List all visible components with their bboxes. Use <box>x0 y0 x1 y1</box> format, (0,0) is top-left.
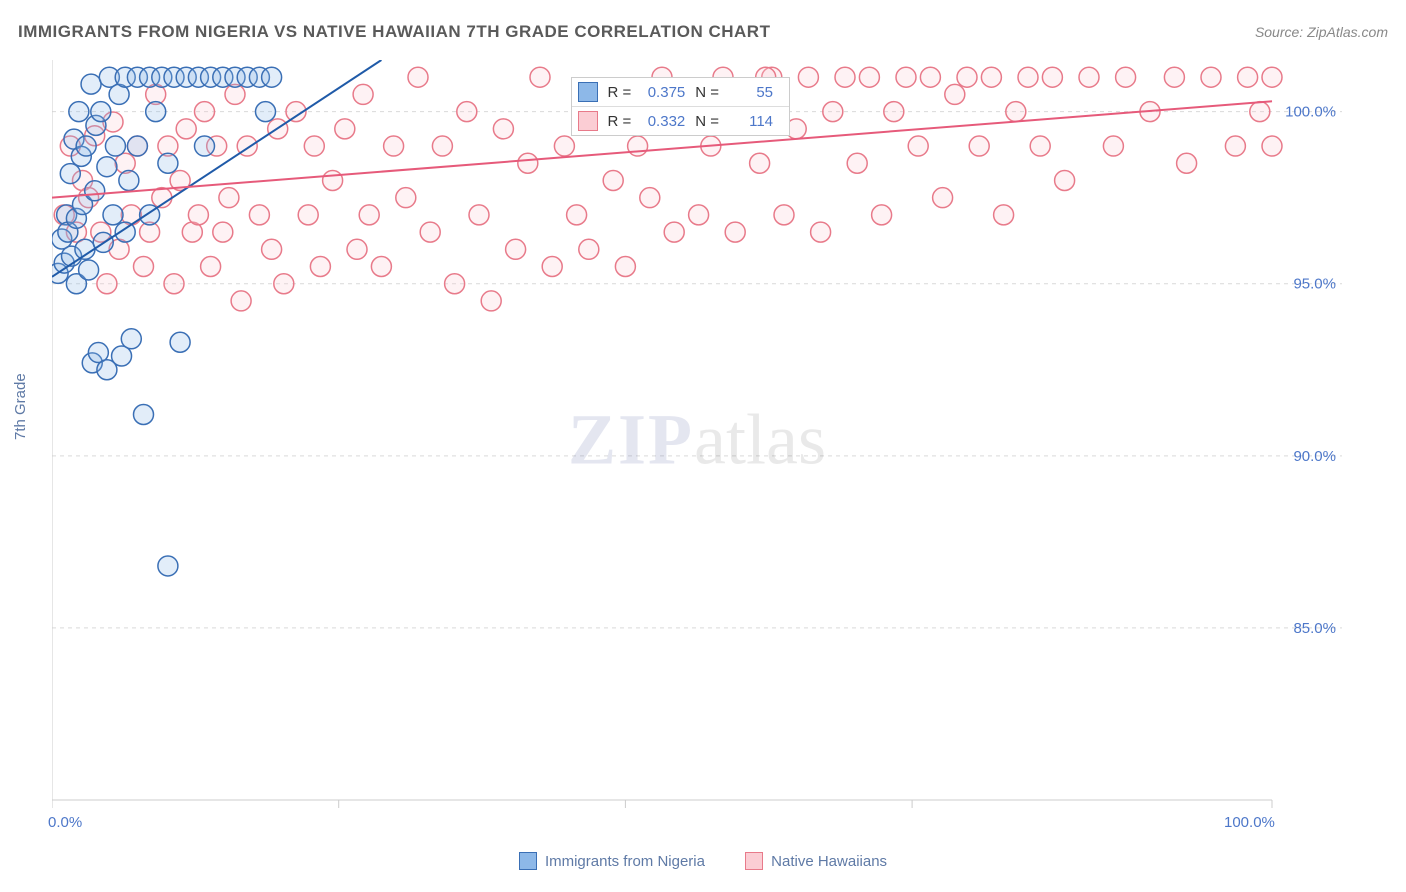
svg-text:100.0%: 100.0% <box>1285 104 1336 121</box>
legend-stat-swatch <box>578 82 598 102</box>
r-label: R = <box>608 113 632 130</box>
r-label: R = <box>608 84 632 101</box>
chart-plot-area: 85.0%90.0%95.0%100.0% ZIPatlas R =0.375N… <box>52 60 1342 820</box>
n-label: N = <box>695 84 719 101</box>
legend-item-hawaiian: Native Hawaiians <box>745 852 887 870</box>
series-legend: Immigrants from Nigeria Native Hawaiians <box>0 852 1406 874</box>
r-value: 0.375 <box>641 84 685 101</box>
n-label: N = <box>695 113 719 130</box>
r-value: 0.332 <box>641 113 685 130</box>
legend-stat-row: R = 0.332 N = 114 <box>572 107 790 135</box>
legend-label-hawaiian: Native Hawaiians <box>771 853 887 870</box>
source-attribution: Source: ZipAtlas.com <box>1255 24 1388 40</box>
chart-title: IMMIGRANTS FROM NIGERIA VS NATIVE HAWAII… <box>18 22 770 42</box>
svg-text:95.0%: 95.0% <box>1293 276 1336 293</box>
svg-text:85.0%: 85.0% <box>1293 620 1336 637</box>
legend-stat-row: R = 0.375 N = 55 <box>572 78 790 107</box>
scatter-svg: 85.0% 90.0% 95.0% 100.0% <box>52 60 1342 820</box>
x-tick-max: 100.0% <box>1224 814 1275 831</box>
legend-label-nigeria: Immigrants from Nigeria <box>545 853 705 870</box>
legend-swatch-hawaiian <box>745 852 763 870</box>
n-value: 55 <box>729 84 773 101</box>
legend-item-nigeria: Immigrants from Nigeria <box>519 852 705 870</box>
legend-stat-swatch <box>578 111 598 131</box>
x-tick-min: 0.0% <box>48 814 82 831</box>
legend-swatch-nigeria <box>519 852 537 870</box>
y-axis-label: 7th Grade <box>12 373 29 440</box>
correlation-legend: R = 0.375 N = 55 R = 0.332 N = 114 <box>571 77 791 136</box>
n-value: 114 <box>729 113 773 130</box>
svg-text:90.0%: 90.0% <box>1293 448 1336 465</box>
